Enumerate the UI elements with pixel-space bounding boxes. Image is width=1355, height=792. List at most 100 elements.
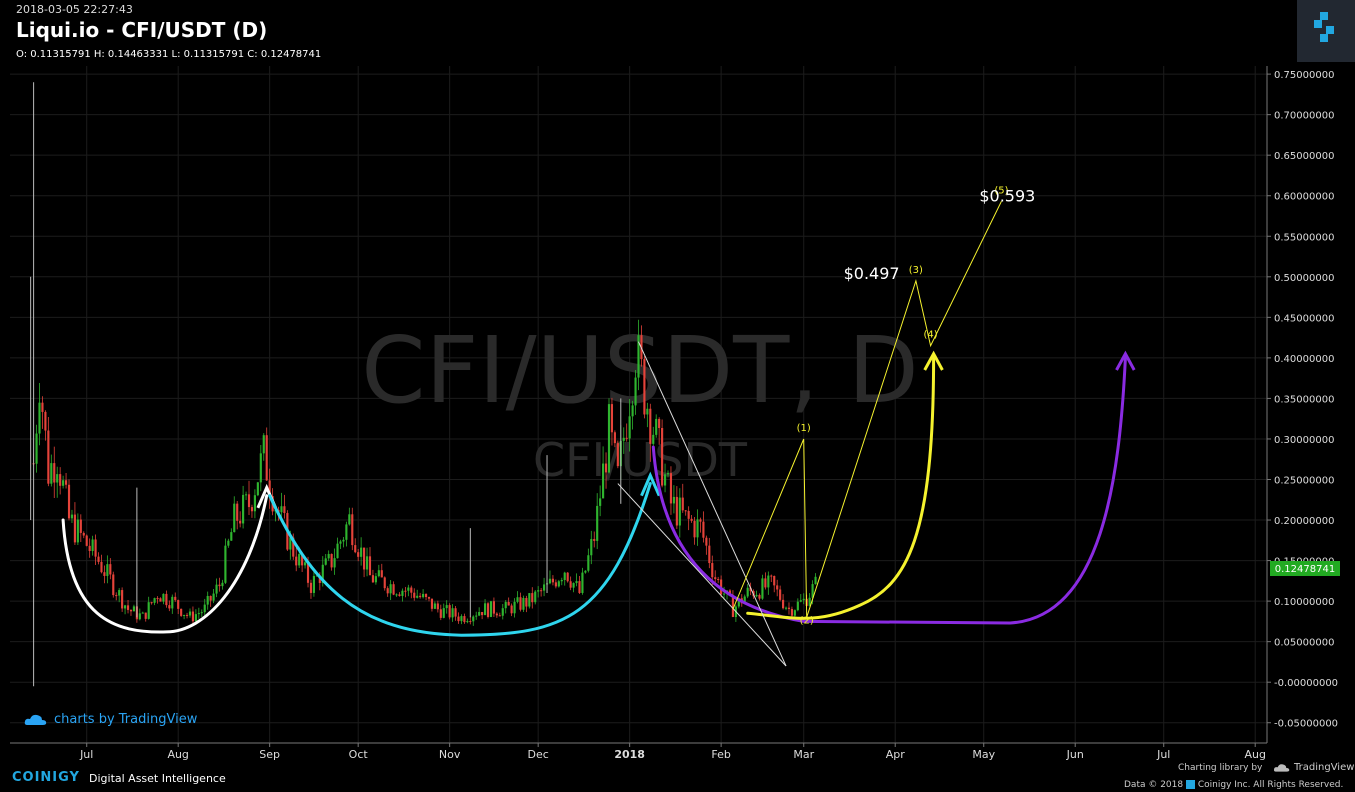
- candle-body: [675, 496, 678, 526]
- coinigy-brand[interactable]: COINIGY: [12, 770, 80, 785]
- candle-body: [194, 614, 197, 622]
- candle-body: [392, 584, 395, 595]
- candle-body: [404, 590, 407, 592]
- tradingview-link[interactable]: TradingView: [1273, 762, 1354, 773]
- candle-body: [312, 576, 315, 593]
- candle-body: [383, 577, 386, 589]
- cup-curve-2: [268, 482, 652, 637]
- coinigy-small-icon: [1186, 780, 1195, 789]
- candle-body: [94, 539, 97, 557]
- candle-body: [504, 602, 507, 609]
- candle-body: [162, 593, 165, 602]
- candle-body: [315, 575, 318, 577]
- candle-body: [121, 590, 124, 609]
- candle-body: [413, 592, 416, 598]
- copyright-text: Coinigy Inc. All Rights Reserved.: [1197, 780, 1344, 790]
- candle-body: [112, 574, 115, 596]
- candle-body: [321, 564, 324, 583]
- candle-body: [200, 612, 203, 614]
- candle-body: [590, 539, 593, 556]
- wave-label: (4): [924, 330, 938, 341]
- y-tick-label: 0.10000000: [1274, 597, 1334, 608]
- candle-body: [483, 603, 487, 616]
- candle-body: [466, 621, 469, 623]
- candle-body: [708, 545, 711, 564]
- candle-body: [221, 582, 224, 587]
- candle-body: [486, 603, 490, 617]
- coinigy-logo-icon[interactable]: [1297, 0, 1355, 62]
- candle-body: [808, 597, 811, 606]
- chart-grid: [10, 66, 1267, 743]
- candle-body: [433, 603, 436, 609]
- candle-body: [374, 576, 377, 583]
- candle-body: [445, 605, 448, 609]
- cup-curve-3: [651, 356, 1127, 625]
- candle-body: [625, 437, 628, 439]
- candle-body: [218, 584, 221, 587]
- candle-body: [436, 603, 439, 610]
- candle-body: [79, 519, 82, 533]
- candle-body: [303, 562, 307, 566]
- candle-body: [537, 590, 540, 592]
- candle-body: [746, 587, 749, 597]
- candle-body: [360, 547, 363, 557]
- candle-body: [345, 524, 348, 540]
- data-credit-text: Data © 2018: [1124, 780, 1184, 790]
- candle-body: [265, 435, 268, 481]
- candle-body: [560, 579, 563, 582]
- candle-body: [76, 519, 79, 543]
- candle-body: [342, 539, 345, 542]
- candle-body: [451, 608, 454, 618]
- x-tick-label: Jul: [1156, 748, 1170, 761]
- projection-curve: [746, 356, 936, 620]
- y-tick-label: 0.25000000: [1274, 475, 1334, 486]
- candle-body: [811, 584, 814, 598]
- candle-body: [289, 537, 292, 550]
- y-tick-label: 0.45000000: [1274, 313, 1334, 324]
- candle-body: [73, 514, 76, 543]
- candle-body: [424, 593, 428, 598]
- candle-body: [306, 562, 310, 583]
- candle-body: [793, 610, 796, 616]
- candle-body: [351, 514, 354, 546]
- candle-body: [180, 608, 183, 616]
- candle-body: [610, 404, 614, 433]
- watermark-sub: CFI/USDT: [533, 433, 748, 487]
- cloud-icon: [1273, 763, 1290, 772]
- tradingview-badge[interactable]: charts by TradingView: [24, 712, 197, 727]
- candle-body: [150, 602, 153, 604]
- candle-body: [115, 595, 118, 597]
- candle-body: [422, 593, 425, 598]
- wave-label: (3): [909, 265, 923, 276]
- x-tick-label: Jul: [79, 748, 93, 761]
- y-tick-label: 0.30000000: [1274, 435, 1334, 446]
- candle-body: [109, 564, 112, 575]
- candle-body: [389, 584, 392, 594]
- candle-body: [206, 595, 209, 605]
- candle-body: [604, 463, 608, 473]
- candle-body: [599, 498, 602, 506]
- price-target-label: $0.497: [844, 264, 900, 283]
- candle-body: [103, 572, 106, 576]
- candle-body: [371, 575, 375, 583]
- candle-body: [784, 607, 788, 609]
- candle-body: [731, 595, 734, 618]
- candle-body: [236, 503, 239, 521]
- candle-body: [714, 577, 717, 580]
- candle-body: [132, 606, 136, 612]
- candle-body: [495, 613, 498, 616]
- candle-body: [519, 597, 522, 610]
- price-axis: 0.75000000 0.70000000 0.65000000 0.60000000…: [1267, 70, 1338, 730]
- candle-body: [475, 615, 478, 617]
- candle-body: [256, 482, 259, 496]
- candle-body: [478, 612, 481, 616]
- candle-body: [678, 497, 681, 526]
- candle-body: [395, 594, 398, 596]
- candle-body: [761, 578, 764, 599]
- candle-body: [233, 503, 236, 533]
- candle-body: [548, 578, 552, 584]
- candle-body: [348, 514, 351, 525]
- candle-body: [144, 612, 147, 619]
- candle-body: [787, 607, 791, 610]
